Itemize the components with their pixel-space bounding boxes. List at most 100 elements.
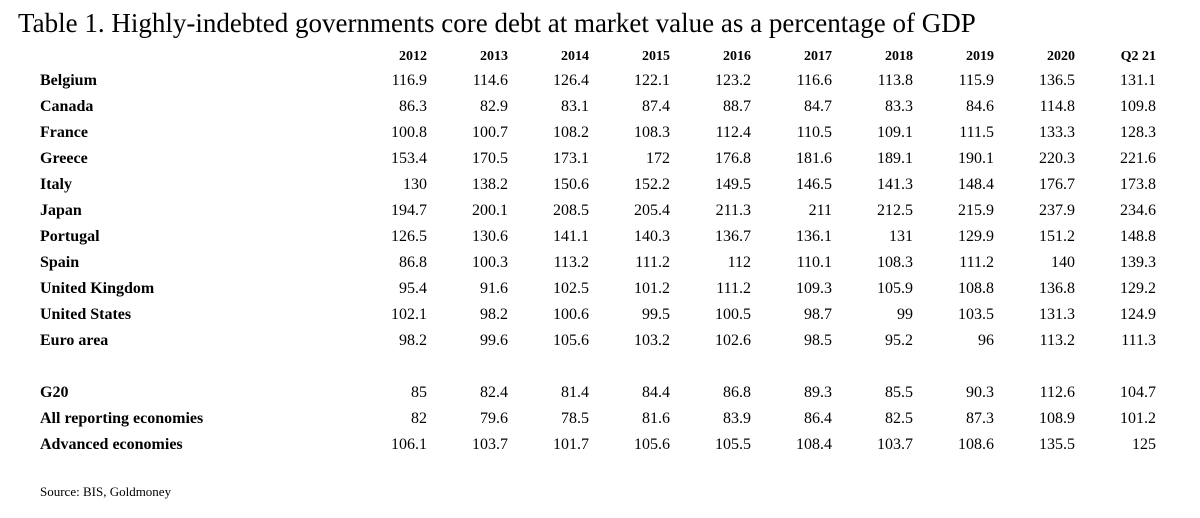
table-cell: 148.4 xyxy=(958,176,994,193)
table-cell: 86.3 xyxy=(399,98,427,115)
row-label: France xyxy=(40,124,88,141)
table-cell: 98.2 xyxy=(480,306,508,323)
table-cell: 100.7 xyxy=(472,124,508,141)
year-header: 2019 xyxy=(966,49,994,64)
table-cell: 111.2 xyxy=(635,254,670,271)
table-cell: 123.2 xyxy=(715,72,751,89)
table-cell: 181.6 xyxy=(796,150,832,167)
table-cell: 85.5 xyxy=(885,384,913,401)
table-cell: 84.7 xyxy=(804,98,832,115)
row-label: Belgium xyxy=(40,72,97,89)
row-label: Japan xyxy=(40,202,82,219)
header-corner xyxy=(36,46,346,68)
row-label: Greece xyxy=(40,150,88,167)
table-cell: 150.6 xyxy=(553,176,589,193)
table-cell: 114.8 xyxy=(1039,98,1075,115)
table-cell: 176.7 xyxy=(1039,176,1075,193)
table-cell: 130 xyxy=(403,176,427,193)
table-cell: 103.7 xyxy=(472,436,508,453)
table-cell: 131 xyxy=(889,228,913,245)
table-cell: 100.8 xyxy=(391,124,427,141)
table-cell: 103.5 xyxy=(958,306,994,323)
table-cell: 95.2 xyxy=(885,332,913,349)
table-cell: 110.5 xyxy=(796,124,832,141)
table-cell: 83.9 xyxy=(723,410,751,427)
table-row: Portugal 126.5 130.6 141.1 140.3 136.7 136.1 13… xyxy=(36,224,1156,250)
row-label: All reporting economies xyxy=(40,410,204,427)
table-cell: 112 xyxy=(727,254,751,271)
table-row: Euro area 98.2 99.6 105.6 103.2 102.6 98.5 95.2… xyxy=(36,328,1156,354)
table-cell: 126.4 xyxy=(553,72,589,89)
table-cell: 139.3 xyxy=(1120,254,1156,271)
row-label: Spain xyxy=(40,254,80,271)
table-cell: 113.2 xyxy=(553,254,589,271)
table-cell: 99.6 xyxy=(480,332,508,349)
table-cell: 124.9 xyxy=(1120,306,1156,323)
table-cell: 237.9 xyxy=(1039,202,1075,219)
table-cell: 109.8 xyxy=(1120,98,1156,115)
table-row: Italy 130 138.2 150.6 152.2 149.5 146.5 141.3 14… xyxy=(36,172,1156,198)
table-cell: 101.2 xyxy=(634,280,670,297)
year-header: Q2 21 xyxy=(1120,49,1156,64)
table-cell: 105.6 xyxy=(634,436,670,453)
debt-table: 2012 2013 2014 2015 2016 2017 2018 2019 … xyxy=(36,46,1156,458)
table-cell: 108.4 xyxy=(796,436,832,453)
source-note: Source: BIS, Goldmoney xyxy=(40,484,172,499)
year-header: 2017 xyxy=(804,49,832,64)
table-cell: 104.7 xyxy=(1120,384,1156,401)
table-cell: 103.7 xyxy=(877,436,913,453)
table-cell: 91.6 xyxy=(480,280,508,297)
table-cell: 140 xyxy=(1051,254,1075,271)
table-cell: 89.3 xyxy=(804,384,832,401)
table-cell: 138.2 xyxy=(472,176,508,193)
table-row: G20 85 82.4 81.4 84.4 86.8 89.3 85.5 90.3 112.6 10… xyxy=(36,380,1156,406)
table-cell: 141.3 xyxy=(877,176,913,193)
table-cell: 99 xyxy=(897,306,913,323)
table-cell: 83.3 xyxy=(885,98,913,115)
table-row: All reporting economies 82 79.6 78.5 81.6 83.… xyxy=(36,406,1156,432)
table-cell: 112.4 xyxy=(715,124,751,141)
year-header: 2015 xyxy=(642,49,670,64)
table-cell: 136.8 xyxy=(1039,280,1075,297)
table-cell: 126.5 xyxy=(391,228,427,245)
table-cell: 86.8 xyxy=(399,254,427,271)
table-row: United States 102.1 98.2 100.6 99.5 100.5 98.7… xyxy=(36,302,1156,328)
row-label: Advanced economies xyxy=(40,436,183,453)
table-row: Advanced economies 106.1 103.7 101.7 105.6 10… xyxy=(36,432,1156,458)
table-cell: 136.7 xyxy=(715,228,751,245)
table-cell: 98.7 xyxy=(804,306,832,323)
table-cell: 82 xyxy=(411,410,427,427)
table-cell: 100.5 xyxy=(715,306,751,323)
table-cell: 108.6 xyxy=(958,436,994,453)
table-cell: 96 xyxy=(978,332,994,349)
row-label: Italy xyxy=(40,176,72,193)
table-row: Belgium 116.9 114.6 126.4 122.1 123.2 116.6 113… xyxy=(36,68,1156,94)
table-cell: 173.8 xyxy=(1120,176,1156,193)
table-cell: 136.1 xyxy=(796,228,832,245)
table-cell: 135.5 xyxy=(1039,436,1075,453)
table-cell: 101.2 xyxy=(1120,410,1156,427)
header-row: 2012 2013 2014 2015 2016 2017 2018 2019 … xyxy=(36,46,1156,68)
table-cell: 105.5 xyxy=(715,436,751,453)
table-cell: 128.3 xyxy=(1120,124,1156,141)
table-cell: 101.7 xyxy=(553,436,589,453)
table-cell: 172 xyxy=(646,150,670,167)
table-cell: 114.6 xyxy=(472,72,508,89)
table-cell: 220.3 xyxy=(1039,150,1075,167)
table-cell: 173.1 xyxy=(553,150,589,167)
table-cell: 106.1 xyxy=(391,436,427,453)
table-cell: 105.9 xyxy=(877,280,913,297)
table-body: Belgium 116.9 114.6 126.4 122.1 123.2 116.6 113… xyxy=(36,68,1156,458)
table-cell: 129.9 xyxy=(958,228,994,245)
table-cell: 212.5 xyxy=(877,202,913,219)
table-cell: 103.2 xyxy=(634,332,670,349)
table-row: Japan 194.7 200.1 208.5 205.4 211.3 211 212.5 21… xyxy=(36,198,1156,224)
year-header: 2016 xyxy=(723,49,751,64)
table-cell: 116.9 xyxy=(391,72,427,89)
table-cell: 87.4 xyxy=(642,98,670,115)
table-cell: 105.6 xyxy=(553,332,589,349)
table-cell: 79.6 xyxy=(480,410,508,427)
table-cell: 190.1 xyxy=(958,150,994,167)
table-cell: 82.4 xyxy=(480,384,508,401)
table-cell: 109.1 xyxy=(877,124,913,141)
